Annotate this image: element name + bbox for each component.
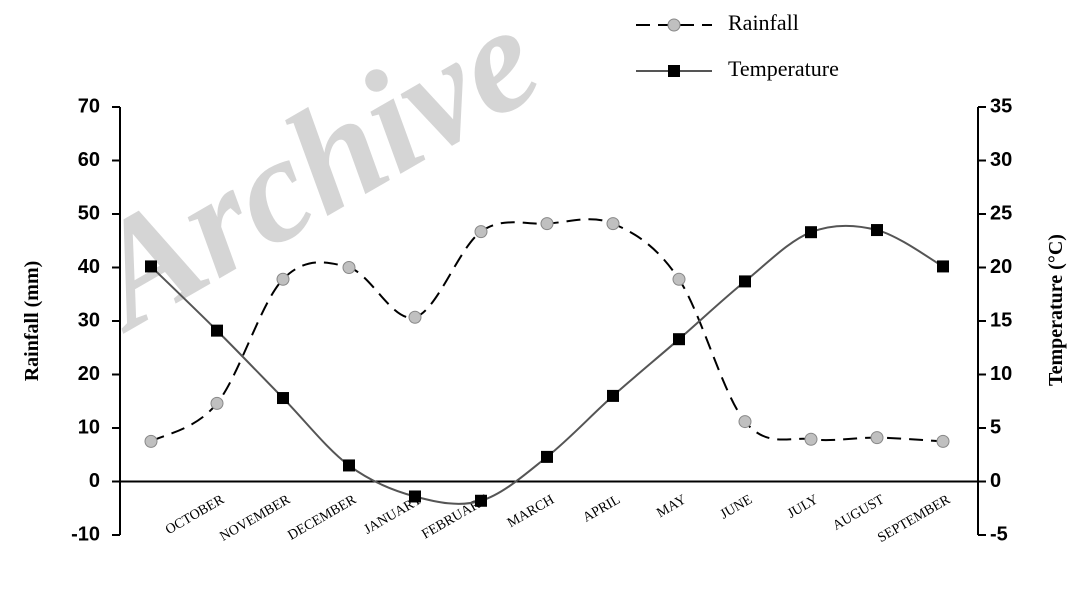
point (144, 434, 158, 448)
y2-axis-title: Temperature (°C) (1045, 234, 1067, 386)
y-tick-label: 40 (78, 256, 100, 278)
point (936, 434, 950, 448)
y-tick-label: 0 (89, 470, 100, 492)
point (606, 217, 620, 231)
point (738, 415, 752, 429)
point (145, 260, 157, 273)
point (672, 272, 686, 286)
y2-tick-label: 15 (990, 309, 1012, 331)
y-tick-label: -10 (71, 523, 100, 545)
point (475, 494, 487, 507)
y2-tick-label: 0 (990, 470, 1001, 492)
point (276, 272, 290, 286)
point (474, 225, 488, 239)
legend-label: Rainfall (728, 10, 799, 35)
y-tick-label: 30 (78, 309, 100, 331)
x-tick-label: SEPTEMBER (875, 492, 953, 546)
y-tick-label: 20 (78, 363, 100, 385)
y2-tick-label: 30 (990, 149, 1012, 171)
point (541, 450, 553, 463)
y2-tick-label: -5 (990, 523, 1008, 545)
y-tick-label: 50 (78, 202, 100, 224)
point (342, 261, 356, 274)
point (871, 224, 883, 237)
point (211, 324, 223, 337)
point (210, 396, 224, 410)
y2-tick-label: 10 (990, 363, 1012, 385)
point (870, 431, 884, 445)
y-tick-label: 10 (78, 416, 100, 438)
watermark: Archive (57, 0, 565, 363)
point (607, 389, 619, 402)
x-tick-label: JULY (785, 492, 821, 521)
point (277, 392, 289, 405)
y2-tick-label: 5 (990, 416, 1001, 438)
x-tick-label: DECEMBER (285, 492, 359, 543)
y2-tick-label: 20 (990, 256, 1012, 278)
legend-marker (667, 18, 681, 32)
x-tick-label: MARCH (505, 492, 557, 531)
y2-tick-label: 35 (990, 95, 1012, 117)
y-tick-label: 60 (78, 149, 100, 171)
point (739, 275, 751, 288)
point (408, 310, 422, 324)
point (805, 226, 817, 239)
legend-marker (668, 65, 680, 77)
point (673, 333, 685, 346)
point (937, 260, 949, 273)
point (343, 459, 355, 472)
point (409, 490, 421, 503)
x-tick-label: MAY (654, 492, 689, 521)
legend-label: Temperature (728, 56, 839, 81)
x-tick-label: JUNE (718, 492, 755, 522)
y-tick-label: 70 (78, 95, 100, 117)
y-axis-title: Rainfall (mm) (21, 261, 43, 382)
y2-tick-label: 25 (990, 202, 1012, 224)
x-tick-label: AUGUST (830, 492, 887, 534)
point (540, 217, 554, 231)
x-tick-label: APRIL (580, 492, 623, 525)
x-tick-label: NOVEMBER (217, 492, 293, 545)
point (804, 432, 818, 446)
